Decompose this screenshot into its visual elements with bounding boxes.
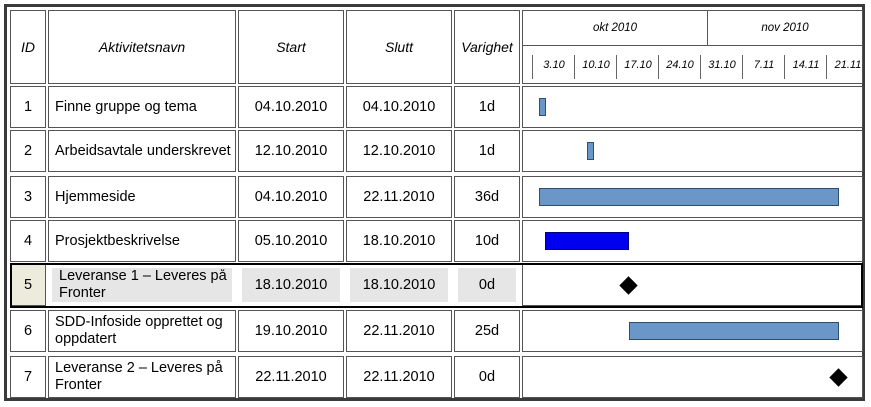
week-label: 3.10 [543,58,565,71]
week-header-row [522,45,863,84]
task-start[interactable]: 05.10.2010 [238,220,344,262]
task-name[interactable]: SDD-Infoside opprettet og oppdatert [48,310,236,352]
task-bar[interactable] [539,188,839,206]
week-divider [658,55,659,79]
week-label: 7.11 [753,58,775,71]
task-bar[interactable] [539,98,546,116]
task-end[interactable]: 22.11.2010 [346,356,452,398]
task-end[interactable]: 04.10.2010 [346,86,452,128]
task-duration[interactable]: 36d [454,176,520,218]
task-name[interactable]: Arbeidsavtale underskrevet [48,130,236,172]
task-end[interactable]: 18.10.2010 [350,268,448,302]
task-id[interactable]: 1 [10,86,46,128]
gantt-cell [522,86,863,128]
task-id[interactable]: 3 [10,176,46,218]
week-divider [784,55,785,79]
task-name[interactable]: Prosjektbeskrivelse [48,220,236,262]
task-duration[interactable]: 1d [454,130,520,172]
week-divider [574,55,575,79]
week-label: 17.10 [624,58,652,71]
gantt-cell [522,356,863,398]
week-label: 14.11 [792,58,820,71]
task-id[interactable]: 6 [10,310,46,352]
task-id[interactable]: 2 [10,130,46,172]
name-header: Aktivitetsnavn [48,10,236,84]
task-duration[interactable]: 0d [458,268,516,302]
task-name[interactable]: Hjemmeside [48,176,236,218]
task-name[interactable]: Leveranse 2 – Leveres på Fronter [48,356,236,398]
task-end[interactable]: 12.10.2010 [346,130,452,172]
task-end[interactable]: 22.11.2010 [346,176,452,218]
week-divider [700,55,701,79]
start-header: Start [238,10,344,84]
task-start[interactable]: 04.10.2010 [238,176,344,218]
task-name[interactable]: Finne gruppe og tema [48,86,236,128]
gantt-cell [522,264,863,306]
month-header: nov 2010 [707,10,863,46]
task-start[interactable]: 04.10.2010 [238,86,344,128]
week-label: 10.10 [582,58,610,71]
end-header: Slutt [346,10,452,84]
week-label: 24.10 [666,58,694,71]
task-name[interactable]: Leveranse 1 – Leveres på Fronter [52,268,232,302]
task-end[interactable]: 18.10.2010 [346,220,452,262]
task-start[interactable]: 22.11.2010 [238,356,344,398]
week-divider [616,55,617,79]
month-header: okt 2010 [522,10,708,46]
week-label: 21.11 [834,58,862,71]
gantt-cell [522,130,863,172]
task-bar[interactable] [545,232,629,250]
task-bar[interactable] [629,322,839,340]
id-header: ID [10,10,46,84]
task-id[interactable]: 4 [10,220,46,262]
task-duration[interactable]: 1d [454,86,520,128]
duration-header: Varighet [454,10,520,84]
task-id[interactable]: 5 [10,264,46,306]
task-duration[interactable]: 0d [454,356,520,398]
week-divider [532,55,533,79]
task-bar[interactable] [587,142,594,160]
task-duration[interactable]: 25d [454,310,520,352]
task-start[interactable]: 19.10.2010 [238,310,344,352]
task-start[interactable]: 12.10.2010 [238,130,344,172]
task-start[interactable]: 18.10.2010 [242,268,340,302]
week-divider [742,55,743,79]
week-divider [826,55,827,79]
task-duration[interactable]: 10d [454,220,520,262]
task-end[interactable]: 22.11.2010 [346,310,452,352]
week-label: 31.10 [708,58,736,71]
task-id[interactable]: 7 [10,356,46,398]
